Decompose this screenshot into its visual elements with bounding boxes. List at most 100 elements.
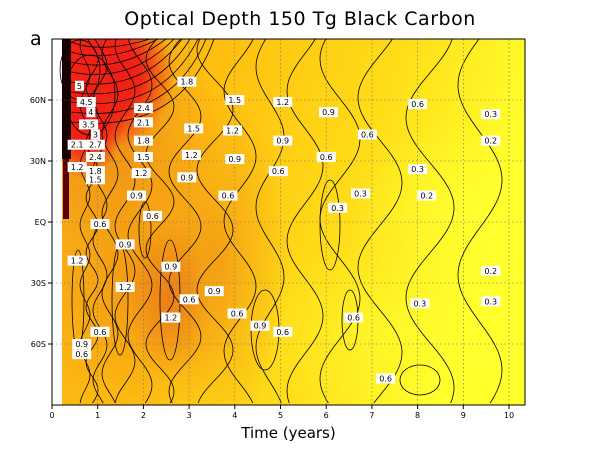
contour-line	[70, 39, 183, 85]
contour-line	[70, 39, 159, 57]
contour-label: 2.7	[89, 141, 102, 150]
contour-label-box	[481, 135, 501, 146]
x-tick-label: 1	[95, 411, 100, 420]
contour-label: 0.6	[146, 212, 159, 221]
contour-label: 5	[77, 82, 82, 91]
contour-label: 0.6	[94, 220, 107, 229]
contour-label-box	[417, 190, 437, 201]
y-axis: 60N 30N EQ 30S 60S	[30, 96, 52, 349]
contour-label-box	[357, 129, 377, 140]
contour-label: 1.5	[228, 96, 241, 105]
contour-label: 4	[88, 108, 93, 117]
contour-label: 0.2	[484, 267, 497, 276]
contour-label-box	[273, 97, 293, 108]
contour-label-box	[72, 339, 92, 349]
contour-label-box	[161, 312, 181, 323]
contour-label: 4.5	[80, 98, 93, 107]
contour-label: 0.6	[320, 153, 333, 162]
y-tick-label: 30S	[31, 279, 46, 288]
contour-loop	[138, 201, 152, 259]
contour-label-box	[90, 326, 110, 337]
contour-label: 0.9	[164, 263, 177, 272]
contour-label: 0.6	[361, 131, 374, 140]
x-axis: 0 1 2 3 4 5 6 7 8 9 10	[49, 405, 514, 420]
contour-loop	[399, 364, 441, 396]
contour-label: 0.6	[347, 314, 360, 323]
x-axis-label: Time (years)	[241, 424, 336, 442]
contour-label: 0.6	[231, 310, 244, 319]
x-tick-label: 5	[278, 411, 283, 420]
contour-line	[70, 39, 151, 48]
x-tick-label: 2	[141, 411, 146, 420]
y-tick-label: 30N	[30, 157, 46, 166]
contour-label: 1.2	[71, 163, 84, 172]
contour-label: 1.8	[180, 78, 193, 87]
contour-label: 0.3	[484, 110, 497, 119]
x-tick-label: 9	[461, 411, 466, 420]
contour-label: 1.2	[135, 169, 148, 178]
contour-label: 0.9	[130, 192, 143, 201]
contour-label-box	[316, 151, 336, 162]
contour-label: 0.2	[420, 192, 433, 201]
contour-label-box	[225, 95, 245, 105]
contour-label-box	[133, 117, 153, 128]
contour-label: 0.6	[94, 328, 107, 337]
contour-label-box	[85, 174, 105, 185]
contour-label-box	[85, 139, 105, 150]
contour-label-box	[74, 80, 84, 91]
contour-label: 0.3	[354, 190, 367, 199]
contour-label-box	[250, 320, 270, 331]
contour-label: 0.3	[331, 204, 344, 213]
contour-label: 2.1	[137, 118, 150, 127]
contour-label-box	[161, 261, 181, 272]
contour-line	[114, 39, 136, 404]
contour-label: 1.5	[137, 153, 150, 162]
contour-line	[70, 39, 175, 75]
contour-label-box	[204, 286, 224, 297]
contour-label-box	[90, 129, 100, 140]
contour-label-box	[90, 219, 110, 230]
contour-label: 0.9	[228, 155, 241, 164]
x-tick-label: 7	[369, 411, 374, 420]
contour-label-box	[227, 308, 247, 319]
contour-label-box	[481, 296, 501, 307]
contour-label: 3.5	[82, 120, 95, 129]
contour-label-box	[481, 265, 501, 276]
contour-label: 1.5	[89, 175, 102, 184]
contour-label-box	[67, 139, 87, 150]
x-tick-label: 4	[232, 411, 237, 420]
contour-label: 0.6	[276, 328, 289, 337]
contour-label: 1.5	[187, 124, 200, 133]
contour-label-box	[133, 103, 153, 114]
contour-label-box	[133, 135, 153, 146]
contour-label-box	[318, 107, 338, 118]
contour-label-box	[177, 76, 197, 87]
contour-label: 1.2	[71, 257, 84, 266]
contour-label-box	[268, 166, 288, 177]
contour-label: 2.4	[137, 104, 150, 113]
contour-label-box	[72, 349, 92, 360]
contour-label-box	[67, 255, 87, 266]
contour-label-box	[273, 326, 293, 337]
contour-label-box	[218, 190, 238, 201]
contour-line	[70, 39, 167, 66]
contour-label-box	[115, 239, 135, 250]
x-tick-label: 3	[187, 411, 192, 420]
contour-label-box	[133, 151, 153, 162]
contour-loop	[319, 179, 341, 271]
contour-label: 1.2	[226, 127, 239, 136]
contour-label-box	[115, 282, 135, 293]
contour-label-box	[177, 172, 197, 183]
contour-label-box	[410, 298, 430, 309]
contour-label: 0.6	[411, 100, 424, 109]
contour-label: 0.9	[119, 240, 132, 249]
contour-label-box	[85, 151, 105, 162]
contour-label: 1.2	[164, 314, 177, 323]
contour-label: 0.6	[379, 375, 392, 384]
contour-label: 0.9	[75, 340, 88, 349]
contour-label-box	[273, 135, 293, 146]
contour-loop	[64, 54, 116, 136]
contour-label: 0.3	[411, 165, 424, 174]
contour-label: 0.3	[414, 299, 427, 308]
